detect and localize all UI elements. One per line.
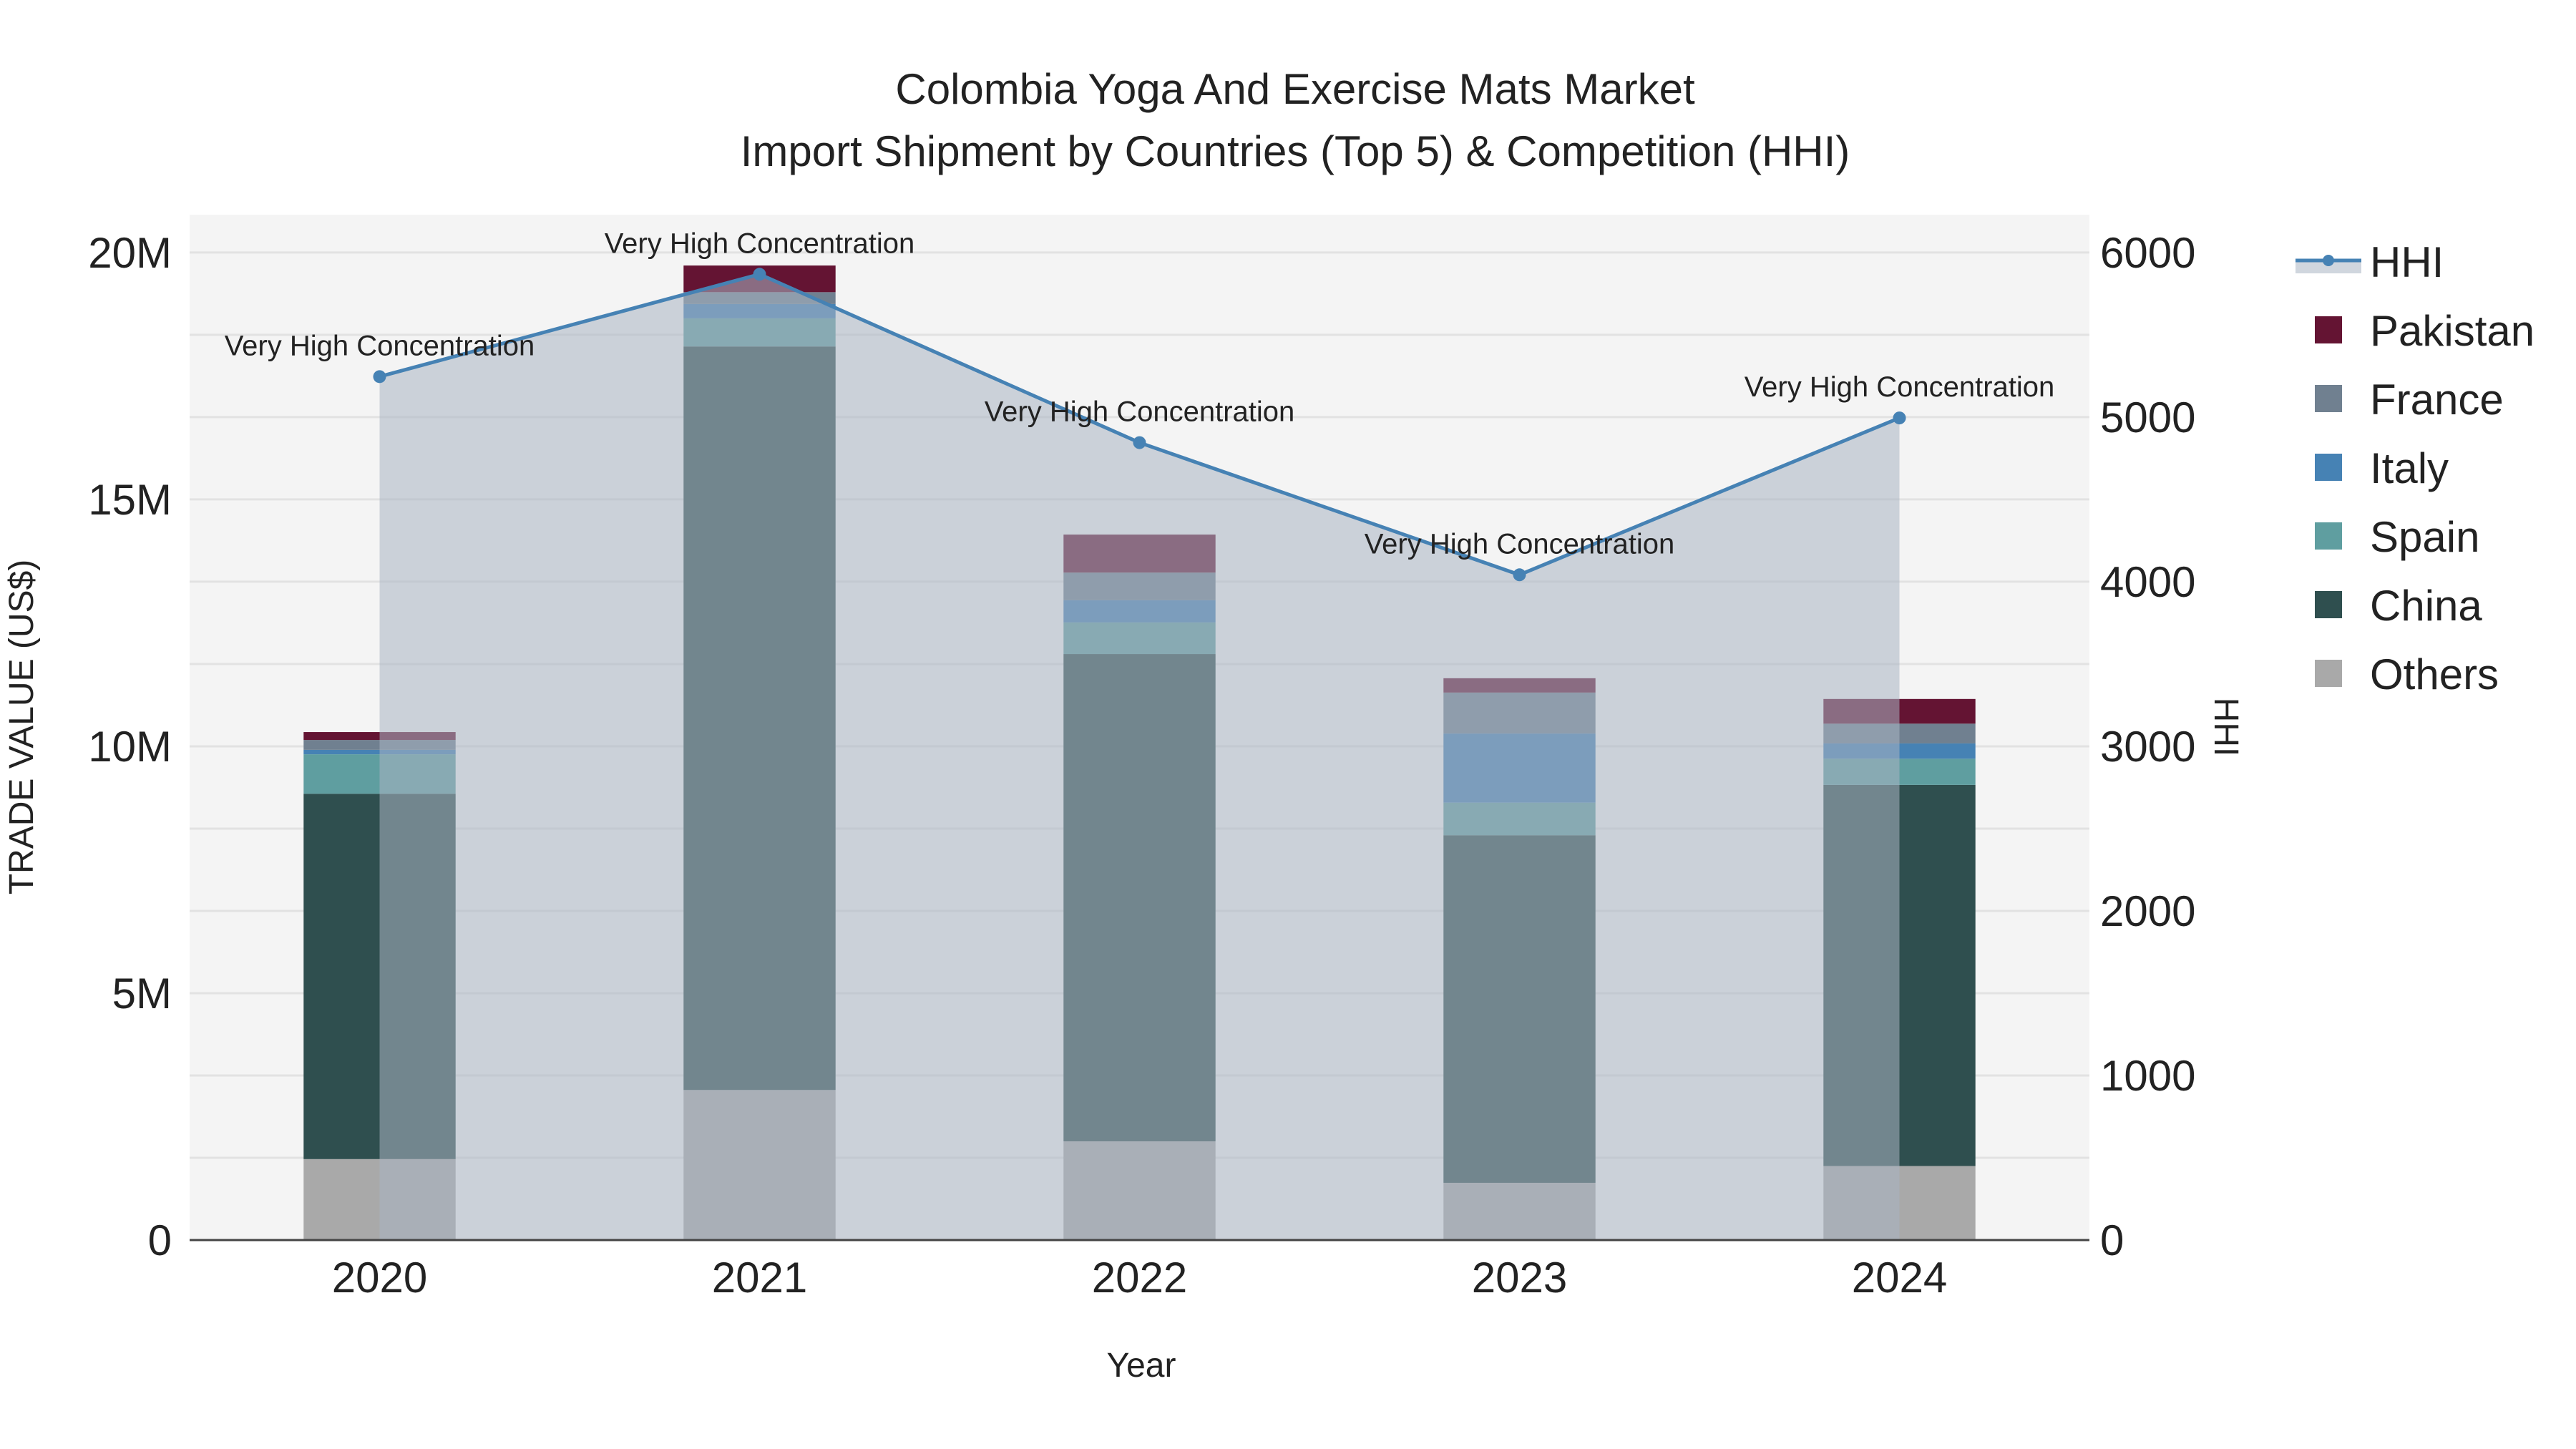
legend-label: Pakistan (2370, 307, 2534, 355)
legend-item-italy[interactable]: Italy (2315, 444, 2449, 492)
y-tick-label: 10M (88, 723, 172, 771)
hhi-point-2020 (373, 370, 386, 384)
legend-item-others[interactable]: Others (2315, 650, 2499, 698)
x-tick-label: 2022 (1092, 1254, 1187, 1302)
y2-tick-label: 4000 (2100, 558, 2195, 606)
y2-tick-label: 1000 (2100, 1052, 2195, 1100)
y-tick-label: 20M (88, 229, 172, 277)
chart-subtitle: Import Shipment by Countries (Top 5) & C… (741, 127, 1850, 175)
legend-item-pakistan[interactable]: Pakistan (2315, 307, 2534, 355)
legend-label: Spain (2370, 513, 2479, 561)
x-axis-title: Year (1107, 1347, 1176, 1385)
hhi-point-2024 (1893, 411, 1906, 425)
hhi-point-2023 (1513, 568, 1526, 582)
y2-tick-label: 6000 (2100, 229, 2195, 277)
y2-tick-label: 0 (2100, 1216, 2124, 1264)
x-tick-label: 2020 (332, 1254, 427, 1302)
y2-tick-label: 2000 (2100, 887, 2195, 935)
legend-item-hhi[interactable]: HHI (2296, 238, 2444, 286)
x-tick-label: 2021 (712, 1254, 807, 1302)
hhi-annotation: Very High Concentration (985, 396, 1295, 428)
legend-label: HHI (2370, 238, 2444, 286)
legend-swatch-spain (2315, 522, 2342, 550)
hhi-point-2021 (753, 268, 766, 281)
hhi-annotation: Very High Concentration (605, 228, 915, 259)
legend-swatch-china (2315, 591, 2342, 618)
legend-swatch-italy (2315, 454, 2342, 481)
y-tick-label: 5M (112, 970, 172, 1018)
y2-tick-label: 5000 (2100, 394, 2195, 441)
chart-title: Colombia Yoga And Exercise Mats Market (895, 65, 1695, 113)
hhi-area (379, 274, 1900, 1240)
hhi-annotation: Very High Concentration (225, 330, 535, 361)
legend-swatch-hhi-area (2296, 260, 2361, 273)
legend-swatch-others (2315, 660, 2342, 687)
y-axis-title: TRADE VALUE (US$) (3, 560, 41, 895)
legend-swatch-france (2315, 385, 2342, 412)
legend-label: France (2370, 376, 2504, 424)
hhi-point-2022 (1133, 436, 1146, 449)
y2-tick-label: 3000 (2100, 723, 2195, 771)
legend-item-spain[interactable]: Spain (2315, 513, 2479, 561)
legend-label: Italy (2370, 444, 2449, 492)
x-tick-label: 2024 (1852, 1254, 1947, 1302)
legend-swatch-pakistan (2315, 316, 2342, 343)
legend-item-china[interactable]: China (2315, 582, 2482, 630)
legend-swatch-hhi-marker (2323, 255, 2334, 266)
hhi-annotation: Very High Concentration (1745, 371, 2055, 403)
y-tick-label: 15M (88, 476, 172, 524)
legend-label: China (2370, 582, 2482, 630)
y2-axis-title: HHI (2207, 698, 2245, 757)
hhi-annotation: Very High Concentration (1365, 528, 1675, 560)
legend-item-france[interactable]: France (2315, 376, 2504, 424)
x-tick-label: 2023 (1472, 1254, 1567, 1302)
legend-label: Others (2370, 650, 2499, 698)
y-tick-label: 0 (148, 1216, 172, 1264)
